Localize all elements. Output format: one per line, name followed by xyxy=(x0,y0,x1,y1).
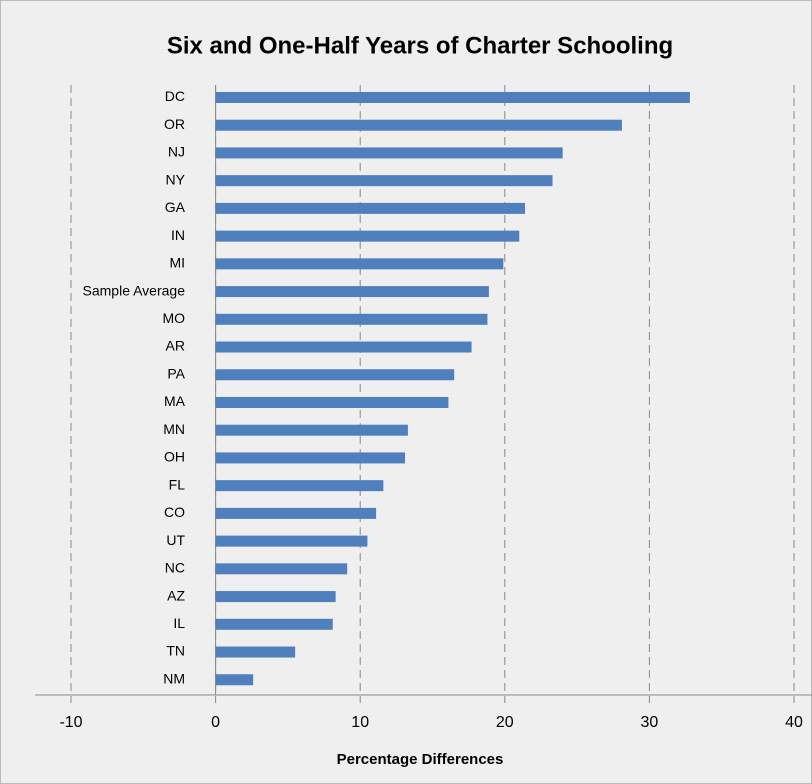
x-tick-label: 30 xyxy=(641,714,659,731)
bar xyxy=(215,286,489,298)
bar xyxy=(215,452,406,464)
y-tick-label: MI xyxy=(169,255,185,271)
y-tick-label: CO xyxy=(164,504,185,520)
y-tick-label: IN xyxy=(171,227,185,243)
x-tick-label: -10 xyxy=(59,714,82,731)
y-tick-label: OR xyxy=(164,116,185,132)
x-tick-label: 0 xyxy=(211,714,220,731)
bar xyxy=(215,202,526,214)
bar xyxy=(215,563,348,575)
bar xyxy=(215,147,563,159)
bar xyxy=(215,591,336,603)
y-tick-label: MO xyxy=(162,310,185,326)
bar xyxy=(215,646,296,658)
y-tick-label: DC xyxy=(165,88,185,104)
x-tick-label: 20 xyxy=(496,714,514,731)
y-tick-label: NJ xyxy=(168,144,185,160)
x-tick-label: 10 xyxy=(351,714,369,731)
bar xyxy=(215,618,333,630)
y-tick-label: NC xyxy=(165,560,185,576)
bar xyxy=(215,341,472,353)
x-tick-label: 40 xyxy=(785,714,803,731)
y-tick-label: OH xyxy=(164,449,185,465)
bar xyxy=(215,535,368,547)
y-tick-label: NY xyxy=(166,171,186,187)
bar xyxy=(215,396,449,408)
y-tick-label: PA xyxy=(167,365,185,381)
bar xyxy=(215,258,504,270)
y-tick-label: AR xyxy=(166,338,185,354)
y-tick-label: TN xyxy=(166,643,185,659)
y-tick-label: IL xyxy=(173,615,185,631)
bar xyxy=(215,230,520,242)
bar xyxy=(215,480,384,492)
chart-title: Six and One-Half Years of Charter School… xyxy=(167,32,673,59)
bar xyxy=(215,175,553,187)
bar xyxy=(215,313,488,325)
bar xyxy=(215,507,377,519)
y-tick-label: MN xyxy=(163,421,185,437)
y-tick-label: NM xyxy=(163,670,185,686)
bar xyxy=(215,424,408,436)
y-tick-label: AZ xyxy=(167,587,185,603)
bar xyxy=(215,91,690,103)
x-axis-label: Percentage Differences xyxy=(337,751,504,768)
y-tick-label: UT xyxy=(166,532,185,548)
bar xyxy=(215,369,455,381)
y-tick-label: Sample Average xyxy=(83,282,186,298)
y-tick-label: FL xyxy=(169,476,186,492)
y-tick-label: GA xyxy=(165,199,186,215)
bar xyxy=(215,119,622,131)
y-tick-label: MA xyxy=(164,393,186,409)
bar xyxy=(215,674,254,686)
